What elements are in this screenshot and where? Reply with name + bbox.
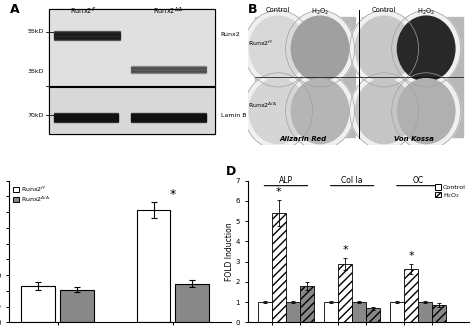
Bar bbox=[131, 67, 206, 68]
Ellipse shape bbox=[292, 16, 349, 81]
Legend: Runx2$^{ff}$, Runx2$^{Δ/Δ}$: Runx2$^{ff}$, Runx2$^{Δ/Δ}$ bbox=[13, 184, 51, 205]
Bar bbox=[286, 302, 300, 322]
Ellipse shape bbox=[249, 16, 307, 81]
Bar bbox=[54, 37, 120, 38]
Bar bbox=[131, 116, 206, 117]
Bar bbox=[54, 32, 120, 33]
Bar bbox=[49, 9, 215, 134]
Ellipse shape bbox=[249, 79, 307, 144]
Bar bbox=[21, 286, 55, 322]
Legend: Control, H$_2$O$_2$: Control, H$_2$O$_2$ bbox=[434, 184, 466, 201]
Ellipse shape bbox=[350, 11, 419, 87]
Text: H$_2$O$_2$: H$_2$O$_2$ bbox=[311, 7, 329, 17]
Text: Control: Control bbox=[266, 7, 290, 13]
Text: ALP: ALP bbox=[279, 176, 293, 185]
Bar bbox=[131, 121, 206, 122]
Bar bbox=[137, 210, 171, 322]
Bar bbox=[54, 39, 120, 40]
Bar bbox=[54, 116, 118, 117]
Bar bbox=[432, 305, 447, 322]
Bar bbox=[131, 66, 206, 67]
Text: Col Ia: Col Ia bbox=[341, 176, 363, 185]
Bar bbox=[49, 87, 215, 134]
Bar bbox=[404, 269, 419, 322]
Bar bbox=[131, 119, 206, 120]
Bar bbox=[131, 69, 206, 70]
Ellipse shape bbox=[392, 11, 461, 87]
Bar bbox=[131, 68, 206, 69]
Bar bbox=[131, 117, 206, 119]
Bar bbox=[49, 9, 215, 86]
Bar bbox=[300, 286, 314, 322]
Text: OC: OC bbox=[413, 176, 424, 185]
Y-axis label: FOLD Induction: FOLD Induction bbox=[225, 222, 234, 281]
Text: Runx2$^{ff}$: Runx2$^{ff}$ bbox=[248, 38, 274, 48]
Bar bbox=[258, 302, 272, 322]
Text: *: * bbox=[342, 245, 348, 255]
Bar bbox=[131, 72, 206, 73]
Bar bbox=[131, 115, 206, 116]
Text: A: A bbox=[9, 3, 19, 16]
Text: Control: Control bbox=[372, 7, 396, 13]
Text: Runx2$^{Δ/Δ}$: Runx2$^{Δ/Δ}$ bbox=[248, 101, 278, 110]
Bar bbox=[324, 302, 338, 322]
Text: 70kD: 70kD bbox=[27, 113, 44, 118]
Ellipse shape bbox=[392, 73, 461, 149]
Ellipse shape bbox=[356, 79, 413, 144]
Bar bbox=[255, 17, 356, 137]
Ellipse shape bbox=[292, 79, 349, 144]
Bar bbox=[352, 302, 366, 322]
Bar bbox=[362, 17, 463, 137]
Text: B: B bbox=[248, 3, 258, 16]
Bar bbox=[54, 120, 118, 121]
Bar bbox=[338, 264, 352, 322]
Text: 55kD: 55kD bbox=[27, 29, 44, 34]
Bar bbox=[60, 290, 93, 322]
Text: Von Kossa: Von Kossa bbox=[394, 136, 434, 141]
Bar bbox=[54, 117, 118, 119]
Bar bbox=[54, 121, 118, 122]
Text: Runx2$^{ff}$: Runx2$^{ff}$ bbox=[70, 5, 97, 17]
Text: Lamin B: Lamin B bbox=[220, 113, 246, 118]
Bar bbox=[49, 9, 215, 134]
Ellipse shape bbox=[244, 11, 312, 87]
Bar bbox=[175, 284, 209, 322]
Text: *: * bbox=[276, 188, 282, 197]
Ellipse shape bbox=[397, 16, 455, 81]
Text: Runx2: Runx2 bbox=[220, 32, 240, 37]
Text: D: D bbox=[226, 165, 237, 178]
Bar bbox=[272, 213, 286, 322]
Bar bbox=[54, 38, 120, 39]
Bar bbox=[54, 115, 118, 116]
Bar bbox=[54, 113, 118, 114]
Bar bbox=[131, 71, 206, 72]
Bar bbox=[366, 308, 380, 322]
Bar bbox=[131, 120, 206, 121]
Bar bbox=[390, 302, 404, 322]
Ellipse shape bbox=[397, 79, 455, 144]
Text: Alizarin Red: Alizarin Red bbox=[280, 136, 327, 141]
Ellipse shape bbox=[350, 73, 419, 149]
Bar bbox=[54, 36, 120, 37]
Text: *: * bbox=[409, 251, 414, 261]
Bar bbox=[54, 34, 120, 35]
Ellipse shape bbox=[356, 16, 413, 81]
Bar bbox=[54, 33, 120, 34]
Ellipse shape bbox=[285, 11, 355, 87]
Bar bbox=[54, 31, 120, 32]
Ellipse shape bbox=[285, 73, 355, 149]
Bar bbox=[54, 119, 118, 120]
Bar bbox=[131, 113, 206, 114]
Text: *: * bbox=[170, 188, 176, 201]
Ellipse shape bbox=[244, 73, 312, 149]
Text: 35kD: 35kD bbox=[27, 69, 44, 74]
Text: H$_2$O$_2$: H$_2$O$_2$ bbox=[417, 7, 435, 17]
Bar bbox=[54, 114, 118, 115]
Bar bbox=[131, 114, 206, 115]
Text: Runx2$^{Δ/Δ}$: Runx2$^{Δ/Δ}$ bbox=[153, 5, 184, 17]
Bar bbox=[419, 302, 432, 322]
